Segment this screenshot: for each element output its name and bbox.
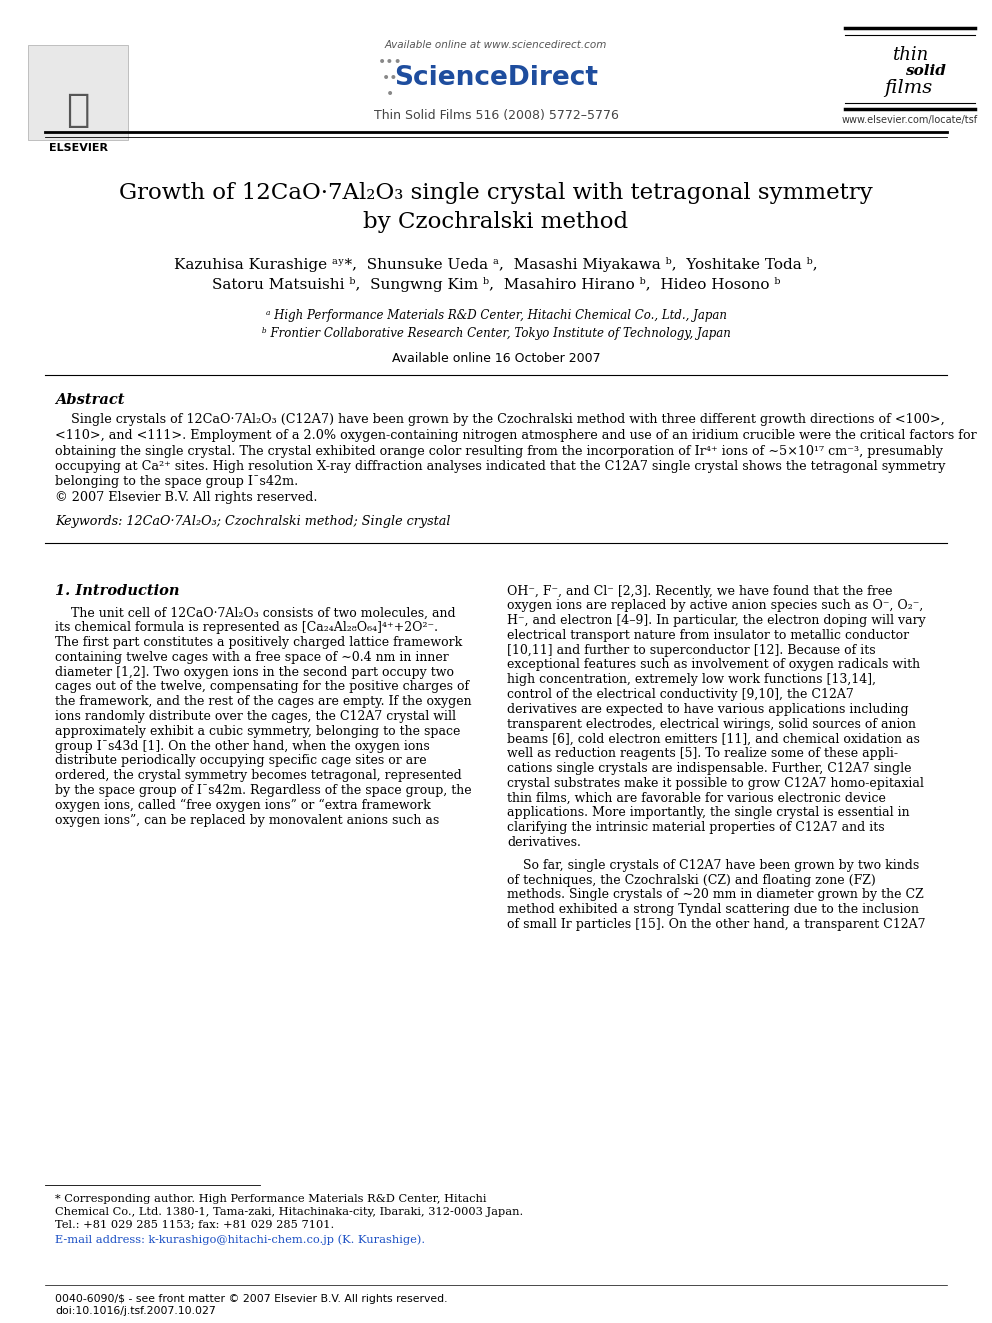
Text: by Czochralski method: by Czochralski method — [363, 210, 629, 233]
Text: electrical transport nature from insulator to metallic conductor: electrical transport nature from insulat… — [507, 628, 909, 642]
Text: Kazuhisa Kurashige ᵃʸ*,  Shunsuke Ueda ᵃ,  Masashi Miyakawa ᵇ,  Yoshitake Toda ᵇ: Kazuhisa Kurashige ᵃʸ*, Shunsuke Ueda ᵃ,… — [175, 258, 817, 273]
Text: derivatives are expected to have various applications including: derivatives are expected to have various… — [507, 703, 909, 716]
Text: Satoru Matsuishi ᵇ,  Sungwng Kim ᵇ,  Masahiro Hirano ᵇ,  Hideo Hosono ᵇ: Satoru Matsuishi ᵇ, Sungwng Kim ᵇ, Masah… — [211, 278, 781, 292]
Text: applications. More importantly, the single crystal is essential in: applications. More importantly, the sing… — [507, 807, 910, 819]
Text: ᵇ Frontier Collaborative Research Center, Tokyo Institute of Technology, Japan: ᵇ Frontier Collaborative Research Center… — [262, 327, 730, 340]
Text: high concentration, extremely low work functions [13,14],: high concentration, extremely low work f… — [507, 673, 876, 687]
Text: films: films — [884, 79, 932, 97]
Text: oxygen ions”, can be replaced by monovalent anions such as: oxygen ions”, can be replaced by monoval… — [55, 814, 439, 827]
Text: oxygen ions are replaced by active anion species such as O⁻, O₂⁻,: oxygen ions are replaced by active anion… — [507, 599, 924, 613]
Text: approximately exhibit a cubic symmetry, belonging to the space: approximately exhibit a cubic symmetry, … — [55, 725, 460, 738]
Text: Growth of 12CaO·7Al₂O₃ single crystal with tetragonal symmetry: Growth of 12CaO·7Al₂O₃ single crystal wi… — [119, 183, 873, 204]
Text: Single crystals of 12CaO·7Al₂O₃ (C12A7) have been grown by the Czochralski metho: Single crystals of 12CaO·7Al₂O₃ (C12A7) … — [55, 414, 944, 426]
Bar — [28, 45, 128, 140]
Text: of small Ir particles [15]. On the other hand, a transparent C12A7: of small Ir particles [15]. On the other… — [507, 918, 926, 931]
Text: 1. Introduction: 1. Introduction — [55, 583, 180, 598]
Text: 0040-6090/$ - see front matter © 2007 Elsevier B.V. All rights reserved.: 0040-6090/$ - see front matter © 2007 El… — [55, 1294, 447, 1304]
Text: H⁻, and electron [4–9]. In particular, the electron doping will vary: H⁻, and electron [4–9]. In particular, t… — [507, 614, 926, 627]
Text: The first part constitutes a positively charged lattice framework: The first part constitutes a positively … — [55, 636, 462, 650]
Text: by the space group of I¯s42m. Regardless of the space group, the: by the space group of I¯s42m. Regardless… — [55, 785, 471, 796]
Text: clarifying the intrinsic material properties of C12A7 and its: clarifying the intrinsic material proper… — [507, 822, 885, 835]
Text: derivatives.: derivatives. — [507, 836, 581, 849]
Text: 🌳: 🌳 — [66, 91, 89, 130]
Text: Tel.: +81 029 285 1153; fax: +81 029 285 7101.: Tel.: +81 029 285 1153; fax: +81 029 285… — [55, 1220, 334, 1230]
Text: containing twelve cages with a free space of ∼0.4 nm in inner: containing twelve cages with a free spac… — [55, 651, 448, 664]
Text: ordered, the crystal symmetry becomes tetragonal, represented: ordered, the crystal symmetry becomes te… — [55, 769, 461, 782]
Text: © 2007 Elsevier B.V. All rights reserved.: © 2007 Elsevier B.V. All rights reserved… — [55, 491, 317, 504]
Text: E-mail address: k-kurashigo@hitachi-chem.co.jp (K. Kurashige).: E-mail address: k-kurashigo@hitachi-chem… — [55, 1234, 426, 1245]
Text: group I¯s43d [1]. On the other hand, when the oxygen ions: group I¯s43d [1]. On the other hand, whe… — [55, 740, 430, 753]
Text: ScienceDirect: ScienceDirect — [394, 65, 598, 91]
Text: cages out of the twelve, compensating for the positive charges of: cages out of the twelve, compensating fo… — [55, 680, 469, 693]
Text: So far, single crystals of C12A7 have been grown by two kinds: So far, single crystals of C12A7 have be… — [507, 859, 920, 872]
Text: distribute periodically occupying specific cage sites or are: distribute periodically occupying specif… — [55, 754, 427, 767]
Text: well as reduction reagents [5]. To realize some of these appli-: well as reduction reagents [5]. To reali… — [507, 747, 898, 761]
Text: ᵃ High Performance Materials R&D Center, Hitachi Chemical Co., Ltd., Japan: ᵃ High Performance Materials R&D Center,… — [266, 310, 726, 323]
Text: belonging to the space group I¯s42m.: belonging to the space group I¯s42m. — [55, 475, 299, 488]
Text: diameter [1,2]. Two oxygen ions in the second part occupy two: diameter [1,2]. Two oxygen ions in the s… — [55, 665, 454, 679]
Text: * Corresponding author. High Performance Materials R&D Center, Hitachi: * Corresponding author. High Performance… — [55, 1193, 486, 1204]
Text: •••
••
•: ••• •• • — [378, 54, 403, 101]
Text: the framework, and the rest of the cages are empty. If the oxygen: the framework, and the rest of the cages… — [55, 696, 471, 708]
Text: thin: thin — [892, 46, 929, 64]
Text: control of the electrical conductivity [9,10], the C12A7: control of the electrical conductivity [… — [507, 688, 854, 701]
Text: beams [6], cold electron emitters [11], and chemical oxidation as: beams [6], cold electron emitters [11], … — [507, 733, 920, 745]
Text: Thin Solid Films 516 (2008) 5772–5776: Thin Solid Films 516 (2008) 5772–5776 — [374, 108, 618, 122]
Text: of techniques, the Czochralski (CZ) and floating zone (FZ): of techniques, the Czochralski (CZ) and … — [507, 873, 876, 886]
Text: ELSEVIER: ELSEVIER — [49, 143, 107, 153]
Text: <110>, and <111>. Employment of a 2.0% oxygen-containing nitrogen atmosphere and: <110>, and <111>. Employment of a 2.0% o… — [55, 429, 977, 442]
Text: its chemical formula is represented as [Ca₂₄Al₂₈O₆₄]⁴⁺+2O²⁻.: its chemical formula is represented as [… — [55, 622, 438, 634]
Text: doi:10.1016/j.tsf.2007.10.027: doi:10.1016/j.tsf.2007.10.027 — [55, 1306, 215, 1316]
Text: exceptional features such as involvement of oxygen radicals with: exceptional features such as involvement… — [507, 659, 921, 672]
Text: cations single crystals are indispensable. Further, C12A7 single: cations single crystals are indispensabl… — [507, 762, 912, 775]
Text: ions randomly distribute over the cages, the C12A7 crystal will: ions randomly distribute over the cages,… — [55, 710, 456, 724]
Text: oxygen ions, called “free oxygen ions” or “extra framework: oxygen ions, called “free oxygen ions” o… — [55, 799, 431, 812]
Text: Abstract: Abstract — [55, 393, 125, 407]
Text: methods. Single crystals of ∼20 mm in diameter grown by the CZ: methods. Single crystals of ∼20 mm in di… — [507, 889, 924, 901]
Text: Available online 16 October 2007: Available online 16 October 2007 — [392, 352, 600, 365]
Text: transparent electrodes, electrical wirings, solid sources of anion: transparent electrodes, electrical wirin… — [507, 717, 916, 730]
Text: method exhibited a strong Tyndal scattering due to the inclusion: method exhibited a strong Tyndal scatter… — [507, 904, 919, 917]
Text: www.elsevier.com/locate/tsf: www.elsevier.com/locate/tsf — [842, 115, 978, 124]
Text: Keywords: 12CaO·7Al₂O₃; Czochralski method; Single crystal: Keywords: 12CaO·7Al₂O₃; Czochralski meth… — [55, 515, 450, 528]
Text: thin films, which are favorable for various electronic device: thin films, which are favorable for vari… — [507, 791, 886, 804]
Text: Available online at www.sciencedirect.com: Available online at www.sciencedirect.co… — [385, 40, 607, 50]
Text: obtaining the single crystal. The crystal exhibited orange color resulting from : obtaining the single crystal. The crysta… — [55, 445, 943, 458]
Text: occupying at Ca²⁺ sites. High resolution X-ray diffraction analyses indicated th: occupying at Ca²⁺ sites. High resolution… — [55, 460, 945, 474]
Text: OH⁻, F⁻, and Cl⁻ [2,3]. Recently, we have found that the free: OH⁻, F⁻, and Cl⁻ [2,3]. Recently, we hav… — [507, 585, 893, 598]
Text: crystal substrates make it possible to grow C12A7 homo-epitaxial: crystal substrates make it possible to g… — [507, 777, 924, 790]
Text: solid: solid — [905, 64, 945, 78]
Text: Chemical Co., Ltd. 1380-1, Tama-zaki, Hitachinaka-city, Ibaraki, 312-0003 Japan.: Chemical Co., Ltd. 1380-1, Tama-zaki, Hi… — [55, 1207, 523, 1217]
Text: [10,11] and further to superconductor [12]. Because of its: [10,11] and further to superconductor [1… — [507, 644, 876, 656]
Text: The unit cell of 12CaO·7Al₂O₃ consists of two molecules, and: The unit cell of 12CaO·7Al₂O₃ consists o… — [55, 606, 455, 619]
